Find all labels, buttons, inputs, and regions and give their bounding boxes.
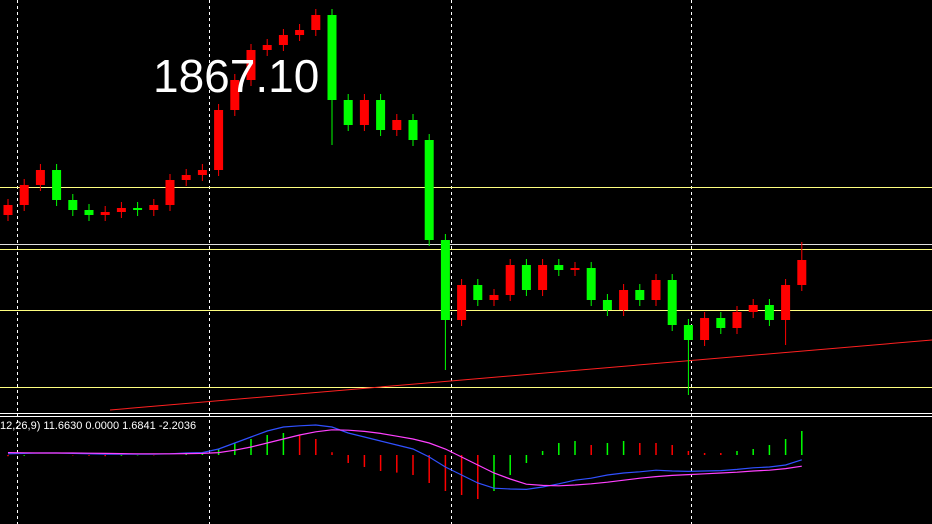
candle-body — [683, 325, 693, 340]
candle-body — [214, 110, 224, 170]
candle-body — [764, 305, 774, 320]
candle-body — [149, 205, 159, 210]
candle-body — [667, 280, 677, 325]
candle-body — [278, 35, 288, 45]
candle-body — [440, 240, 450, 320]
indicator-label: 12,26,9) 11.6630 0.0000 1.6841 -2.2036 — [0, 420, 196, 432]
candle-body — [732, 312, 742, 328]
candle-body — [586, 268, 596, 300]
candle-body — [311, 15, 321, 30]
candle-body — [246, 50, 256, 80]
candle-body — [295, 30, 305, 35]
candle-body — [797, 260, 807, 285]
macd-signal-line — [7, 429, 802, 487]
candle-body — [635, 290, 645, 300]
candle-body — [457, 285, 467, 320]
candle-body — [700, 318, 710, 340]
candle-body — [84, 210, 94, 215]
candle-body — [165, 180, 175, 205]
candle-body — [408, 120, 418, 140]
candle-body — [68, 200, 78, 210]
candle-body — [505, 265, 515, 295]
candle-body — [100, 212, 110, 215]
candle-body — [327, 15, 337, 100]
candle-body — [3, 205, 13, 215]
candle-body — [489, 295, 499, 300]
candle-body — [781, 285, 791, 320]
candle-body — [343, 100, 353, 125]
trendline — [109, 339, 932, 411]
candle-body — [392, 120, 402, 130]
price-label: 1867.10 — [153, 50, 319, 102]
candle-body — [602, 300, 612, 310]
candle-body — [181, 175, 191, 180]
candle-body — [133, 208, 143, 210]
candle-body — [262, 45, 272, 50]
candle-body — [52, 170, 62, 200]
candle-body — [197, 170, 207, 175]
candle-body — [521, 265, 531, 290]
candle-body — [748, 305, 758, 312]
candle-body — [651, 280, 661, 300]
candle-body — [376, 100, 386, 130]
candle-body — [230, 80, 240, 110]
candle-body — [35, 170, 45, 185]
candle-body — [570, 268, 580, 270]
candle-body — [619, 290, 629, 310]
candle-body — [473, 285, 483, 300]
candle-body — [716, 318, 726, 328]
candle-body — [554, 265, 564, 270]
candle-body — [359, 100, 369, 125]
candle-body — [538, 265, 548, 290]
candle-body — [424, 140, 434, 240]
candle-body — [116, 208, 126, 212]
candle-body — [19, 185, 29, 205]
